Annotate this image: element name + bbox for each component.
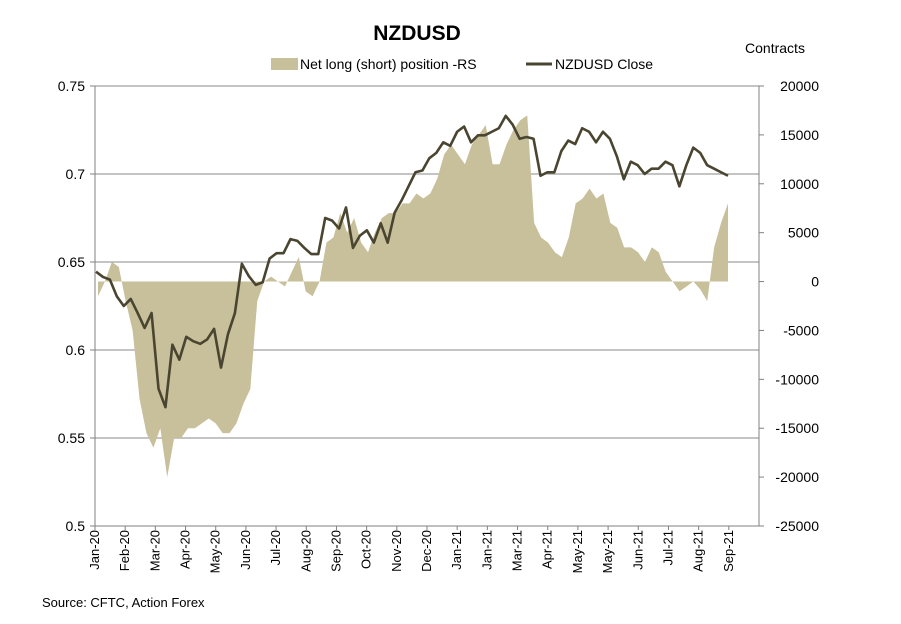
x-tick-label: May-20 [208,530,223,573]
right-tick-label: 15000 [780,127,819,143]
x-tick-label: Nov-20 [389,530,404,572]
x-tick-label: Sep-20 [329,530,344,572]
line-nzdusd-close [95,114,729,409]
left-tick-label: 0.7 [66,166,86,182]
chart-title: NZDUSD [373,22,461,45]
left-tick-label: 0.65 [58,254,85,270]
right-tick-label: -10000 [775,371,819,387]
x-tick-label: Jul-21 [661,530,676,565]
left-tick-label: 0.55 [58,430,85,446]
right-tick-label: 10000 [780,176,819,192]
x-tick-label: Jun-20 [238,530,253,570]
x-tick-label: Jul-20 [268,530,283,565]
x-tick-label: May-21 [570,530,585,573]
x-tick-label: Apr-20 [178,530,193,569]
legend: Net long (short) position -RS NZDUSD Clo… [271,56,653,72]
x-tick-label: Sep-21 [721,530,736,572]
x-axis-ticks: Jan-20 Feb-20 Mar-20 Apr-20 May-20 Jun-20 Jul-… [87,526,736,573]
right-tick-label: 0 [811,274,819,290]
left-tick-label: 0.6 [66,342,86,358]
right-tick-label: -20000 [775,469,819,485]
right-tick-label: -25000 [775,518,819,534]
left-tick-label: 0.75 [58,78,85,94]
x-tick-label: Jan-21 [479,530,494,570]
x-tick-label: Mar-21 [510,530,525,571]
x-tick-label: Apr-21 [540,530,555,569]
legend-label-area: Net long (short) position -RS [300,56,477,72]
left-axis-ticks: 0.75 0.7 0.65 0.6 0.55 0.5 [58,78,95,534]
source-note: Source: CFTC, Action Forex [42,595,205,610]
line-series [95,114,729,409]
right-tick-label: -5000 [783,322,819,338]
right-tick-label: -15000 [775,420,819,436]
x-tick-label: Aug-20 [298,530,313,572]
right-axis-title: Contracts [745,40,805,56]
x-tick-label: Jan-20 [87,530,102,570]
legend-label-line: NZDUSD Close [555,56,653,72]
right-tick-label: 20000 [780,78,819,94]
x-tick-label: Jun-21 [630,530,645,570]
legend-swatch-area [271,58,298,70]
x-tick-label: May-21 [600,530,615,573]
x-tick-label: Jan-21 [449,530,464,570]
x-tick-label: Aug-21 [691,530,706,572]
x-tick-label: Feb-20 [117,530,132,571]
x-tick-label: Dec-20 [419,530,434,572]
right-tick-label: 5000 [788,225,819,241]
right-axis-ticks: 20000 15000 10000 5000 0 -5000 -10000 -15000 -20… [759,78,819,534]
area-series [98,115,728,478]
x-tick-label: Oct-20 [359,530,374,569]
area-net-position [98,115,728,478]
x-tick-label: Mar-20 [147,530,162,571]
left-tick-label: 0.5 [66,518,86,534]
